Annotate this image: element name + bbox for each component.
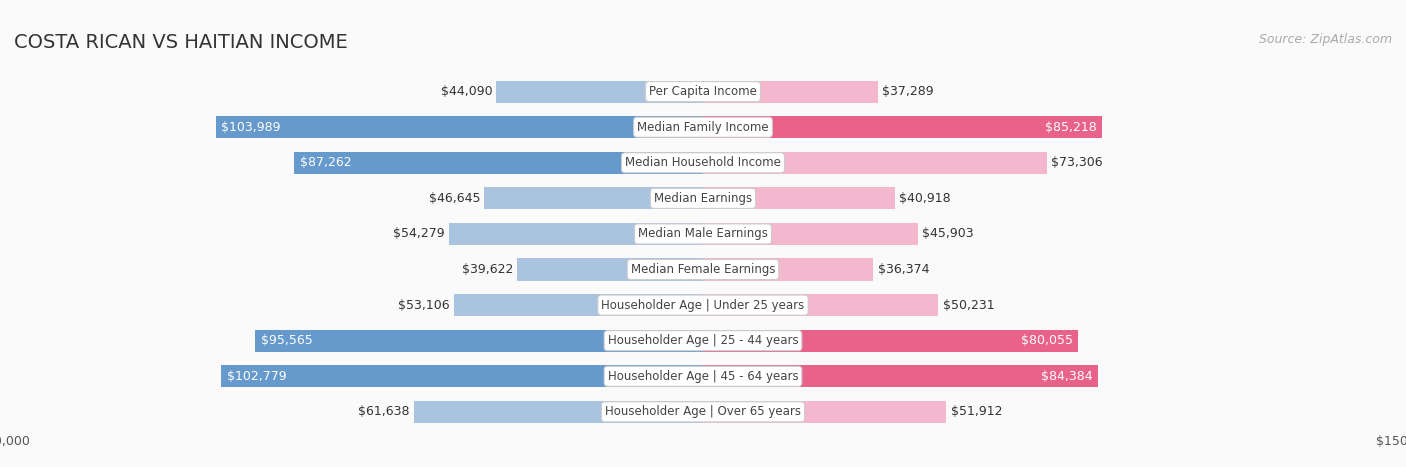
Text: $73,306: $73,306 <box>1050 156 1102 169</box>
Text: Median Earnings: Median Earnings <box>654 192 752 205</box>
Bar <box>703 330 1078 352</box>
Bar <box>215 116 703 138</box>
Text: Householder Age | 25 - 44 years: Householder Age | 25 - 44 years <box>607 334 799 347</box>
Text: $84,384: $84,384 <box>1042 370 1092 383</box>
Bar <box>703 81 877 103</box>
Text: $44,090: $44,090 <box>440 85 492 98</box>
Bar <box>703 116 1102 138</box>
Text: COSTA RICAN VS HAITIAN INCOME: COSTA RICAN VS HAITIAN INCOME <box>14 33 347 52</box>
Text: $50,231: $50,231 <box>942 298 994 311</box>
Text: $61,638: $61,638 <box>359 405 411 418</box>
Text: $87,262: $87,262 <box>299 156 352 169</box>
Bar <box>703 259 873 281</box>
Text: $51,912: $51,912 <box>950 405 1002 418</box>
Text: $54,279: $54,279 <box>392 227 444 241</box>
Text: $53,106: $53,106 <box>398 298 450 311</box>
Text: $40,918: $40,918 <box>898 192 950 205</box>
Bar <box>294 152 703 174</box>
Bar <box>703 401 946 423</box>
Text: Source: ZipAtlas.com: Source: ZipAtlas.com <box>1258 33 1392 46</box>
Text: Householder Age | Under 25 years: Householder Age | Under 25 years <box>602 298 804 311</box>
Bar <box>703 223 918 245</box>
Bar <box>254 330 703 352</box>
Text: $102,779: $102,779 <box>226 370 287 383</box>
Bar <box>454 294 703 316</box>
Bar <box>221 365 703 387</box>
Bar <box>703 294 938 316</box>
Text: Per Capita Income: Per Capita Income <box>650 85 756 98</box>
Bar <box>415 401 703 423</box>
Text: $36,374: $36,374 <box>877 263 929 276</box>
Bar <box>703 187 894 209</box>
Bar <box>703 152 1046 174</box>
Text: Median Male Earnings: Median Male Earnings <box>638 227 768 241</box>
Text: Median Household Income: Median Household Income <box>626 156 780 169</box>
Text: $95,565: $95,565 <box>260 334 312 347</box>
Text: Householder Age | 45 - 64 years: Householder Age | 45 - 64 years <box>607 370 799 383</box>
Text: Median Family Income: Median Family Income <box>637 120 769 134</box>
Bar <box>496 81 703 103</box>
Bar <box>485 187 703 209</box>
Text: Householder Age | Over 65 years: Householder Age | Over 65 years <box>605 405 801 418</box>
Text: $103,989: $103,989 <box>221 120 281 134</box>
Text: Median Female Earnings: Median Female Earnings <box>631 263 775 276</box>
Bar <box>449 223 703 245</box>
Bar <box>703 365 1098 387</box>
Text: $37,289: $37,289 <box>882 85 934 98</box>
Text: $39,622: $39,622 <box>461 263 513 276</box>
Bar <box>517 259 703 281</box>
Text: $80,055: $80,055 <box>1021 334 1073 347</box>
Text: $45,903: $45,903 <box>922 227 974 241</box>
Text: $85,218: $85,218 <box>1045 120 1097 134</box>
Text: $46,645: $46,645 <box>429 192 481 205</box>
